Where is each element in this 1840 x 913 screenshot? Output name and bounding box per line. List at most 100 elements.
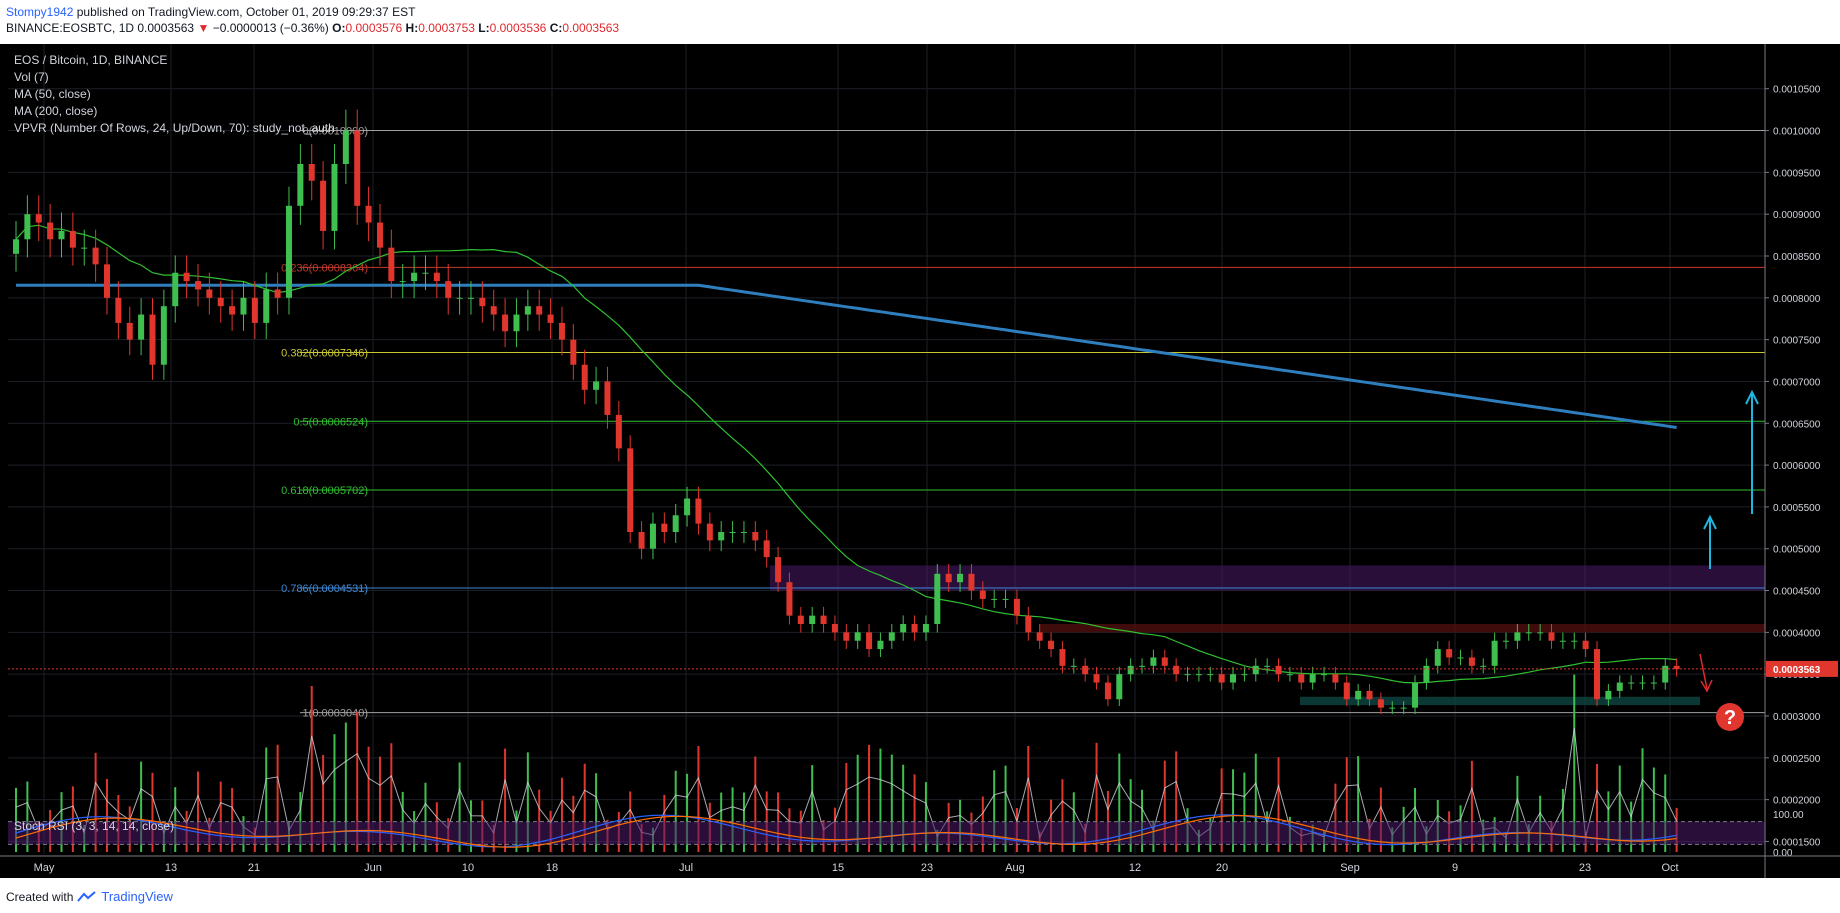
candle-body [763, 540, 770, 558]
tradingview-brand-link[interactable]: TradingView [101, 889, 173, 904]
x-tick-label: Jun [364, 862, 382, 874]
candle-body [263, 289, 270, 323]
candle-body [1503, 640, 1510, 642]
candle-body [81, 247, 88, 249]
candle-body [1252, 665, 1259, 675]
x-tick-label: Sep [1340, 862, 1360, 874]
candle-body [945, 573, 952, 583]
last-price: 0.0003563 [137, 21, 195, 35]
resistance-zone-red [1040, 624, 1765, 633]
candle-body [422, 272, 429, 274]
candle-body [13, 239, 19, 254]
chart-title: EOS / Bitcoin, 1D, BINANCE [14, 53, 167, 67]
candle-body [1673, 665, 1680, 670]
candle-body [47, 222, 54, 240]
candle-body [411, 272, 418, 282]
y-tick-label: 0.0009500 [1773, 168, 1821, 179]
x-tick-label: 9 [1452, 862, 1458, 874]
fib-label: 0(0.0010000) [303, 126, 368, 138]
candle-body [240, 297, 247, 315]
candle-body [1343, 682, 1350, 700]
candle-body [1230, 674, 1237, 683]
candle-body [615, 414, 622, 449]
candle-body [172, 272, 179, 307]
x-tick-label: 10 [462, 862, 474, 874]
last-price-label: 0.0003563 [1773, 665, 1821, 676]
x-tick-label: 15 [832, 862, 844, 874]
stoch-d-line [15, 814, 1677, 848]
y-tick-label: 0.0004000 [1773, 628, 1821, 639]
candle-body [1241, 674, 1248, 676]
annotations: ? [1699, 389, 1759, 731]
candle-body [809, 615, 816, 624]
candle-body [1025, 615, 1032, 633]
candle-body [1207, 674, 1214, 676]
candle-body [775, 557, 782, 583]
candle-body [92, 247, 99, 265]
candle-body [820, 615, 827, 624]
candle-body [854, 632, 861, 641]
candle-body [888, 632, 895, 641]
fib-label: 0.236(0.0008364) [281, 262, 368, 274]
high-label: H: [405, 21, 419, 35]
candle-body [490, 306, 497, 315]
candle-body [1389, 707, 1396, 709]
candle-body [593, 381, 600, 390]
candle-body [661, 523, 668, 532]
question-glyph: ? [1724, 707, 1736, 729]
y-tick-label: 0.0005500 [1773, 503, 1821, 514]
footer: Created with TradingView [6, 889, 173, 904]
candle-body [1446, 649, 1453, 658]
price-chart[interactable]: 0(0.0010000) 0.236(0.0008364) 0.382(0.0007… [0, 44, 1840, 878]
candle-body [58, 230, 65, 240]
candle-body [1082, 665, 1089, 675]
candle-body [183, 272, 190, 282]
candle-body [570, 339, 577, 365]
candle-body [456, 297, 463, 299]
low-value: 0.0003536 [489, 21, 547, 35]
candle-body [433, 272, 440, 282]
candle-body [479, 297, 486, 307]
candle-body [513, 314, 520, 332]
candle-body [376, 222, 383, 248]
candle-body [1139, 665, 1146, 667]
candle-body [206, 289, 213, 298]
candles [13, 109, 1680, 715]
arrow-head-icon [1745, 389, 1759, 405]
candle-body [1662, 665, 1669, 683]
y-tick-label: 0.0005000 [1773, 545, 1821, 556]
candle-body [1264, 665, 1271, 667]
candle-body [399, 281, 406, 283]
fib-label: 0.382(0.0007346) [281, 348, 368, 360]
axes: 0.0010500 0.0010000 0.0009500 0.0009000 0.00… [0, 44, 1840, 878]
y-tick-label: 0.0002000 [1773, 796, 1821, 807]
high-value: 0.0003753 [418, 21, 475, 35]
arrow-head-icon [1703, 514, 1717, 530]
candle-body [1366, 690, 1373, 700]
candle-body [126, 322, 133, 340]
publish-info: Stompy1942 published on TradingView.com,… [6, 5, 415, 19]
candle-body [672, 515, 679, 532]
candle-body [274, 289, 281, 298]
candle-body [1571, 640, 1578, 642]
candle-body [1514, 632, 1521, 641]
candle-body [1184, 674, 1191, 676]
candle-body [638, 532, 645, 549]
fib-label: 0.5(0.0006524) [293, 416, 368, 428]
created-with-text: Created with [6, 889, 74, 904]
x-tick-label: Aug [1005, 862, 1025, 874]
arrow-down-icon [1699, 653, 1708, 690]
candle-body [69, 230, 76, 248]
author-link[interactable]: Stompy1942 [6, 5, 74, 19]
indicator-ma200: MA (200, close) [14, 104, 97, 118]
candle-body [684, 498, 691, 516]
candle-body [1070, 665, 1077, 667]
support-zone-teal [1300, 696, 1700, 706]
candle-body [558, 322, 565, 340]
stoch-tick-label: 100.00 [1773, 810, 1804, 821]
candle-body [706, 523, 713, 541]
candle-body [1468, 657, 1475, 666]
x-tick-label: 20 [1216, 862, 1228, 874]
candle-body [1434, 649, 1441, 666]
ma200-line [16, 283, 1677, 429]
